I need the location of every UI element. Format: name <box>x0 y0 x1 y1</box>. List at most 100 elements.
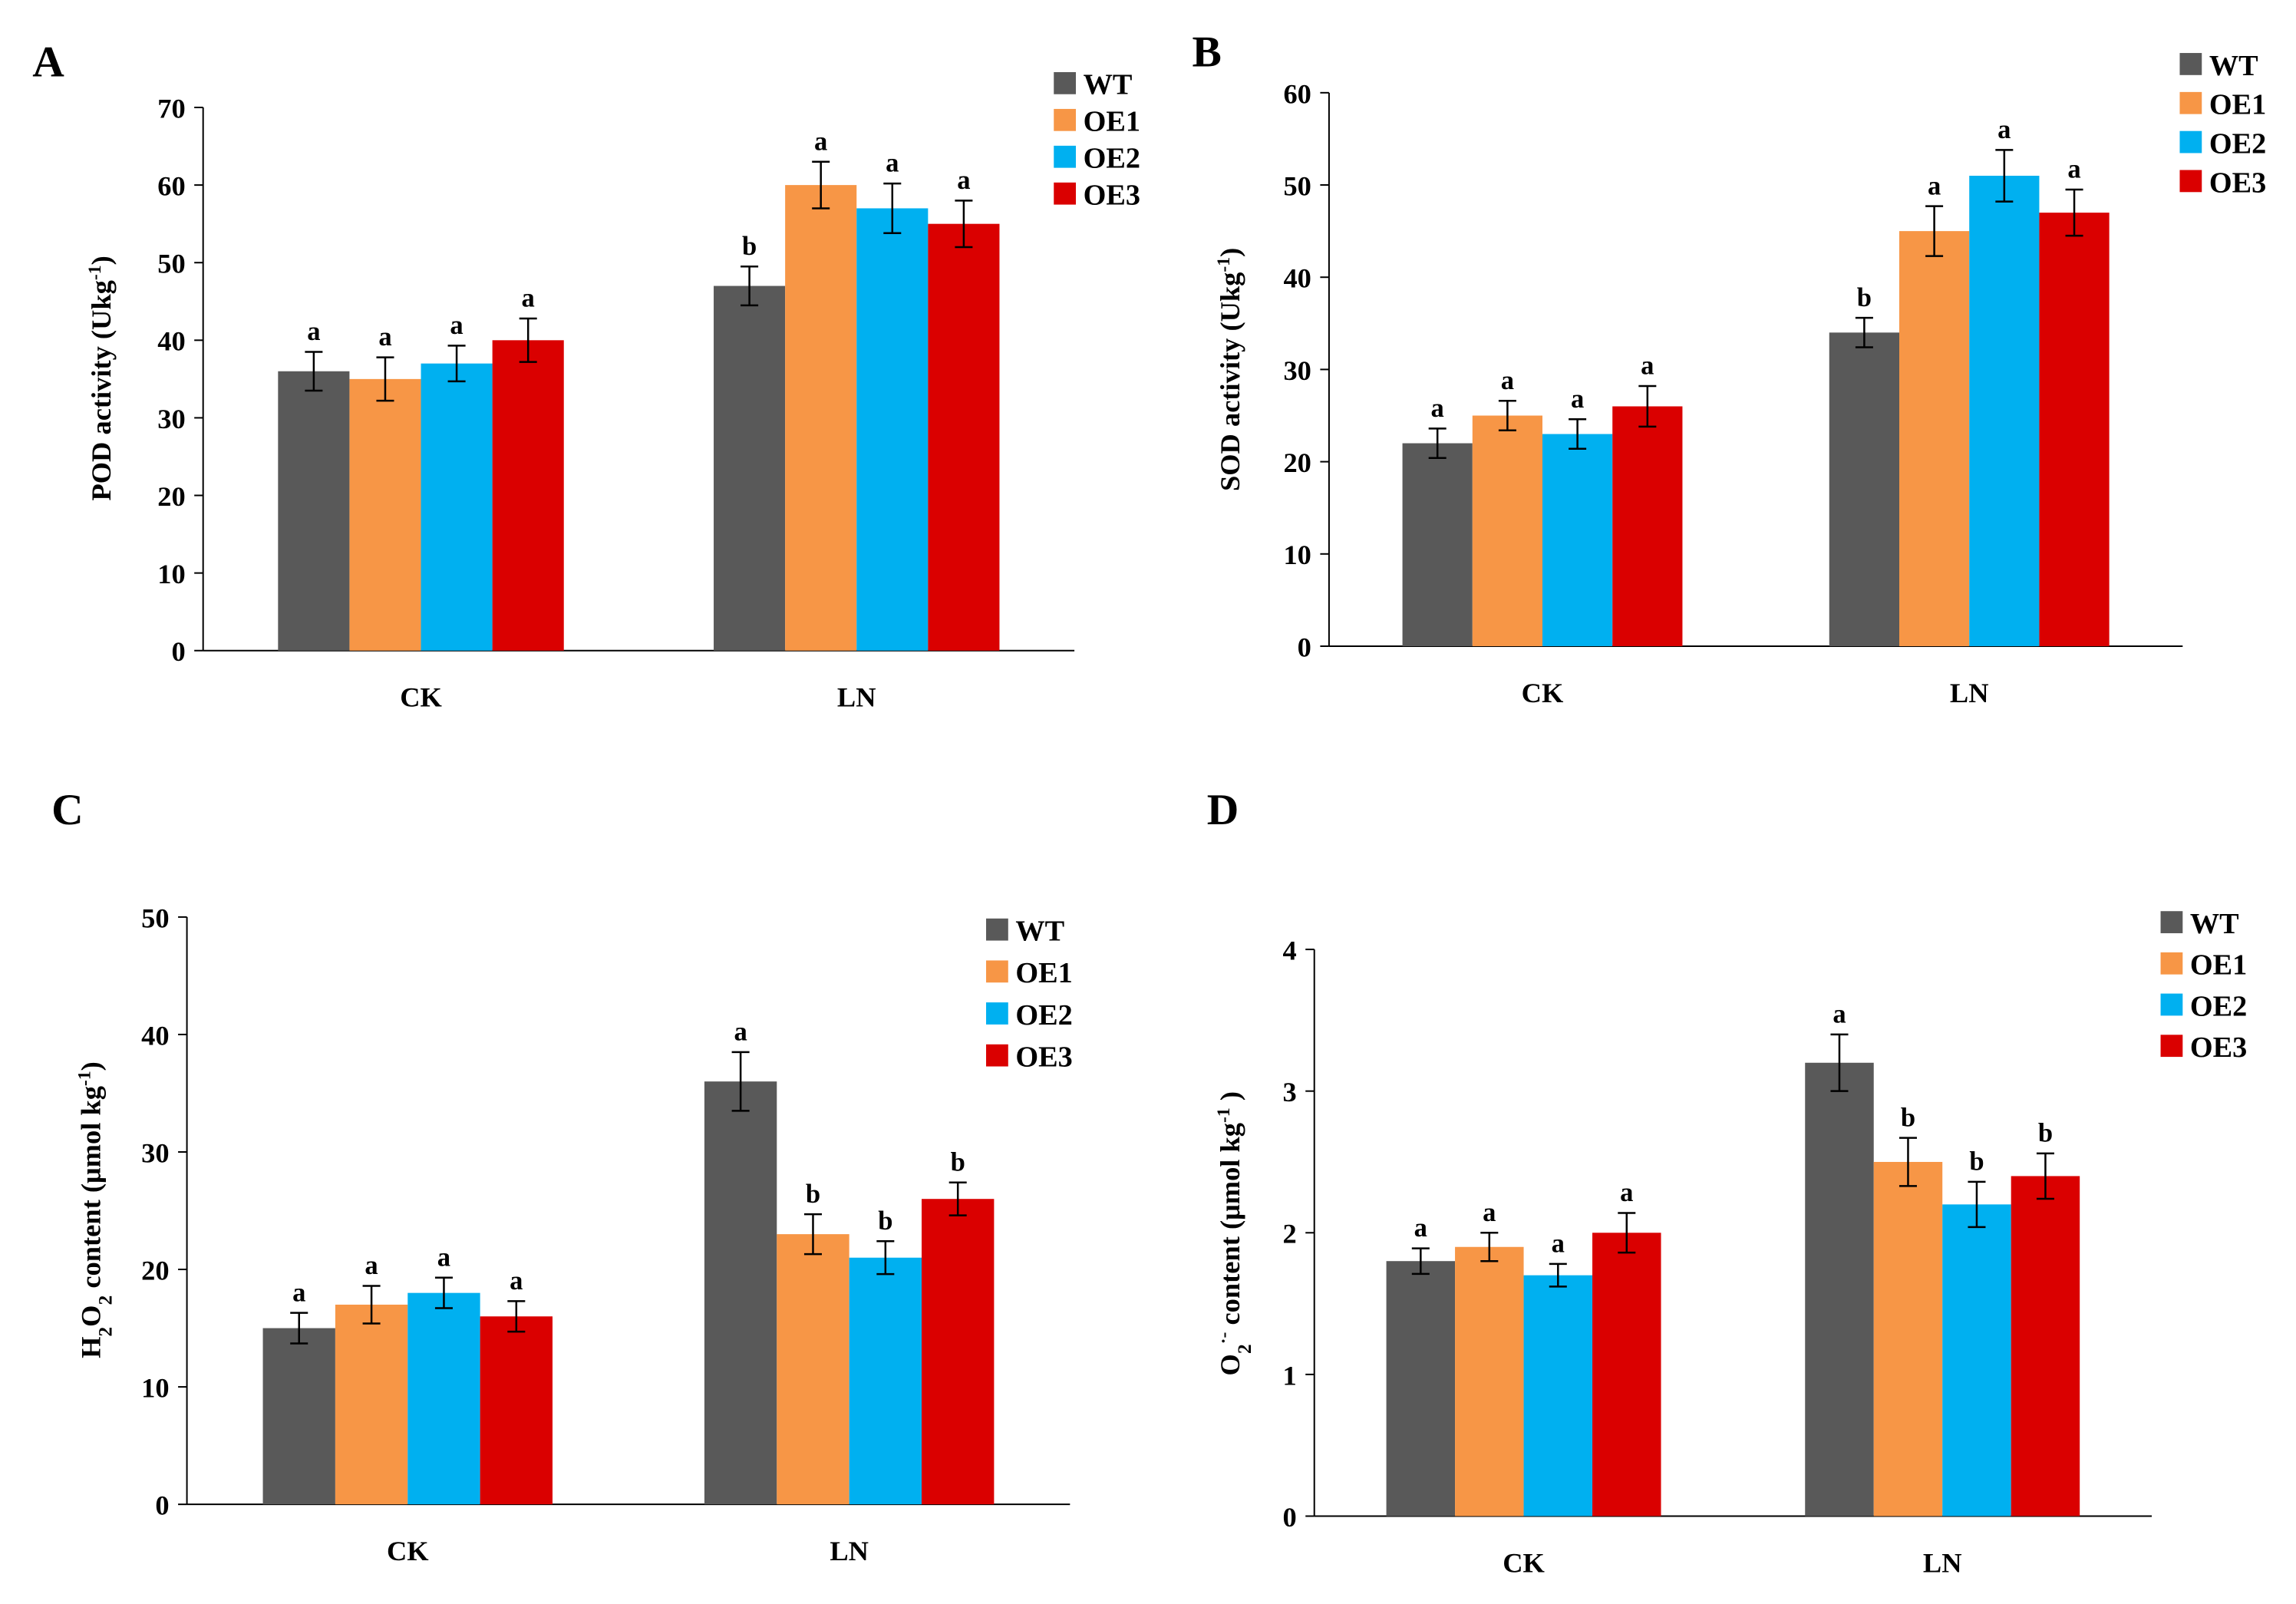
legend-swatch-wt <box>2179 53 2202 75</box>
significance-letter: a <box>1928 171 1941 200</box>
significance-letter: b <box>878 1206 892 1236</box>
legend-label: OE2 <box>2190 990 2247 1022</box>
bar-wt-ln <box>1805 1062 1874 1517</box>
significance-letter: a <box>378 322 391 351</box>
bar-oe1-ln <box>777 1234 849 1505</box>
significance-letter: a <box>957 166 970 195</box>
significance-letter: a <box>292 1278 305 1307</box>
bar-oe1-ln <box>785 185 857 651</box>
bar-oe3-ck <box>1592 1233 1661 1517</box>
panel-label: C <box>51 786 84 834</box>
x-tick-label: CK <box>1522 678 1564 708</box>
y-tick-label: 0 <box>1282 1502 1296 1533</box>
chart-panel-b: B 0 10 20 30 40 50 60 SOD activity (Ukg-1) CK a a a a… <box>1193 28 2267 708</box>
legend-swatch-oe1 <box>1054 108 1077 131</box>
significance-letter: a <box>522 284 535 313</box>
x-tick-label: LN <box>1950 678 1989 708</box>
panel-label: D <box>1207 786 1239 834</box>
x-tick-label: LN <box>1923 1547 1962 1578</box>
significance-letter: a <box>814 127 827 156</box>
y-tick-label: 3 <box>1282 1077 1296 1107</box>
legend-swatch-wt <box>1054 71 1077 94</box>
significance-letter: b <box>951 1147 965 1177</box>
legend-swatch-wt <box>2160 911 2183 933</box>
y-tick-label: 4 <box>1282 936 1296 966</box>
legend-label: OE2 <box>1084 143 1140 175</box>
bar-oe3-ln <box>2011 1176 2080 1517</box>
bar-wt-ln <box>714 285 786 651</box>
significance-letter: a <box>510 1266 523 1295</box>
bar-wt-ck <box>278 371 350 651</box>
bar-wt-ln <box>704 1081 777 1505</box>
y-tick-label: 30 <box>157 404 185 434</box>
legend-label: OE2 <box>1015 999 1072 1031</box>
significance-letter: a <box>450 311 463 340</box>
significance-letter: a <box>365 1251 378 1280</box>
legend-label: WT <box>2209 50 2258 82</box>
bar-oe2-ln <box>1969 176 2040 646</box>
significance-letter: b <box>806 1180 820 1209</box>
y-tick-label: 30 <box>1283 355 1311 386</box>
y-tick-label: 30 <box>141 1137 169 1168</box>
legend-swatch-wt <box>986 918 1008 941</box>
bar-oe3-ck <box>492 340 564 651</box>
significance-letter: a <box>1431 394 1444 423</box>
y-tick-label: 1 <box>1282 1360 1296 1391</box>
bar-oe3-ln <box>928 223 1000 651</box>
x-tick-label: LN <box>837 682 876 713</box>
y-axis-label: SOD activity (Ukg-1) <box>1214 248 1245 491</box>
legend-swatch-oe2 <box>986 1002 1008 1025</box>
bar-wt-ln <box>1829 332 1899 646</box>
legend-label: OE1 <box>2190 949 2247 982</box>
significance-letter: a <box>1833 999 1846 1028</box>
x-tick-label: CK <box>387 1536 429 1566</box>
legend-swatch-oe3 <box>986 1044 1008 1067</box>
y-tick-label: 10 <box>141 1373 169 1404</box>
y-tick-label: 50 <box>141 903 169 933</box>
y-tick-label: 60 <box>157 171 185 202</box>
y-tick-label: 40 <box>141 1020 169 1051</box>
significance-letter: a <box>886 149 899 178</box>
legend-label: OE1 <box>1084 106 1140 138</box>
y-tick-label: 2 <box>1282 1219 1296 1249</box>
significance-letter: b <box>742 232 757 261</box>
significance-letter: b <box>2038 1119 2053 1148</box>
panel-label: B <box>1193 28 1222 76</box>
legend-label: OE3 <box>1084 180 1140 212</box>
significance-letter: a <box>1620 1178 1633 1207</box>
significance-letter: a <box>1501 366 1514 395</box>
y-tick-label: 40 <box>157 326 185 357</box>
y-tick-label: 50 <box>157 249 185 279</box>
significance-letter: a <box>1483 1198 1496 1227</box>
bar-oe2-ck <box>407 1292 480 1505</box>
bar-oe3-ck <box>1612 406 1683 646</box>
legend-swatch-oe2 <box>2160 993 2183 1016</box>
chart-panel-a: A 0 10 20 30 40 50 60 70 POD activity (Ukg-1) CK a a… <box>32 38 1140 713</box>
bar-oe2-ck <box>421 363 493 651</box>
legend-label: OE1 <box>2209 89 2266 121</box>
y-tick-label: 20 <box>157 481 185 512</box>
significance-letter: b <box>1857 283 1872 312</box>
legend-swatch-oe3 <box>2160 1035 2183 1058</box>
y-tick-label: 10 <box>157 559 185 589</box>
bar-wt-ck <box>1402 443 1473 646</box>
bar-oe1-ck <box>335 1304 408 1505</box>
y-tick-label: 20 <box>141 1255 169 1286</box>
bar-oe1-ck <box>349 378 421 651</box>
y-tick-label: 0 <box>155 1490 169 1521</box>
bar-oe2-ln <box>1942 1204 2011 1517</box>
bar-oe2-ln <box>849 1257 922 1505</box>
legend-swatch-oe1 <box>2160 952 2183 975</box>
bar-oe1-ck <box>1472 415 1543 646</box>
bar-oe3-ln <box>2039 213 2110 646</box>
chart-panel-d: D 0 1 2 3 4 O2·- content (μmol kg-1 ) CK a a a a LN a… <box>1207 786 2248 1578</box>
legend-label: WT <box>1015 916 1064 948</box>
y-tick-label: 20 <box>1283 447 1311 478</box>
y-tick-label: 0 <box>1298 632 1311 662</box>
significance-letter: a <box>1552 1229 1565 1259</box>
significance-letter: a <box>1997 115 2011 144</box>
legend-swatch-oe1 <box>2179 91 2202 114</box>
legend-swatch-oe2 <box>2179 130 2202 153</box>
legend-swatch-oe2 <box>1054 145 1077 168</box>
